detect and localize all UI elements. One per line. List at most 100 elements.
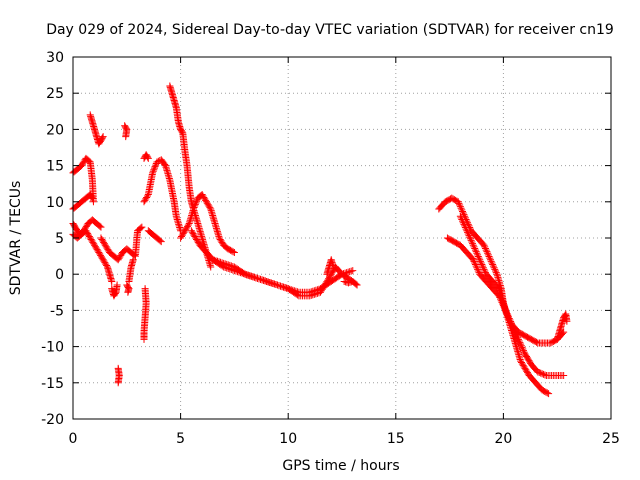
data-point	[156, 237, 164, 245]
data-point	[90, 240, 98, 248]
y-tick-label: -15	[41, 376, 64, 392]
data-point	[463, 227, 471, 235]
x-tick-label: 25	[602, 431, 620, 447]
data-point	[194, 238, 202, 246]
data-point	[479, 264, 487, 272]
data-point	[280, 283, 288, 291]
data-point	[466, 235, 474, 243]
data-point	[537, 369, 545, 377]
data-point	[479, 262, 487, 270]
data-point	[142, 195, 150, 203]
data-point	[101, 241, 109, 249]
data-point	[352, 280, 360, 288]
data-point	[177, 234, 185, 242]
data-point	[267, 279, 275, 287]
data-point	[93, 246, 101, 254]
data-point	[249, 273, 257, 281]
data-point	[218, 238, 226, 246]
data-point	[482, 246, 490, 254]
data-point	[193, 237, 201, 245]
data-point	[98, 254, 106, 262]
data-point	[124, 288, 132, 296]
data-point	[143, 192, 151, 200]
y-tick-label: 5	[55, 231, 64, 247]
data-point	[104, 246, 112, 254]
data-point	[201, 195, 209, 203]
data-point	[504, 311, 512, 319]
data-point	[224, 261, 232, 269]
data-point	[316, 288, 324, 296]
data-point	[457, 214, 465, 222]
data-point	[467, 236, 475, 244]
data-point	[476, 256, 484, 264]
x-tick-label: 0	[69, 431, 78, 447]
data-point	[253, 274, 261, 282]
data-point	[349, 267, 357, 275]
data-point	[457, 204, 465, 212]
data-point	[140, 335, 148, 343]
data-point	[519, 361, 527, 369]
data-point	[312, 290, 320, 298]
data-point	[266, 278, 274, 286]
data-point	[474, 253, 482, 261]
data-point	[198, 191, 206, 199]
data-point	[216, 235, 224, 243]
data-points	[69, 82, 571, 398]
data-point	[462, 225, 470, 233]
data-point	[190, 205, 198, 213]
data-point	[473, 264, 481, 272]
x-axis-title: GPS time / hours	[282, 458, 399, 474]
data-point	[486, 256, 494, 264]
data-point	[323, 278, 331, 286]
data-point	[91, 243, 99, 251]
data-point	[309, 291, 317, 299]
data-point	[488, 259, 496, 267]
data-point	[193, 235, 201, 243]
data-point	[243, 271, 251, 279]
data-point	[464, 228, 472, 236]
data-point	[519, 347, 527, 355]
data-point	[191, 233, 199, 241]
data-point	[545, 390, 553, 398]
data-point	[346, 268, 354, 276]
data-point	[458, 206, 466, 214]
data-point	[272, 281, 280, 289]
data-point	[103, 262, 111, 270]
y-tick-label: 0	[55, 267, 64, 283]
data-point	[98, 134, 106, 142]
data-point	[178, 128, 186, 136]
data-point	[192, 199, 200, 207]
data-point	[190, 203, 198, 211]
data-point	[471, 261, 479, 269]
data-point	[523, 367, 531, 375]
data-point	[515, 337, 523, 345]
data-point	[150, 166, 158, 174]
data-point	[317, 287, 325, 295]
data-point	[319, 284, 327, 292]
data-point	[468, 238, 476, 246]
data-point	[456, 201, 464, 209]
data-point	[492, 269, 500, 277]
x-tick-label: 5	[176, 431, 185, 447]
data-point	[100, 238, 108, 246]
data-point	[476, 257, 484, 265]
data-point	[492, 267, 500, 275]
chart-title: Day 029 of 2024, Sidereal Day-to-day VTE…	[46, 22, 614, 38]
data-point	[458, 215, 466, 223]
data-point	[456, 203, 464, 211]
data-point	[83, 228, 91, 236]
data-point	[454, 198, 462, 206]
data-point	[460, 211, 468, 219]
data-point	[541, 371, 549, 379]
data-point	[252, 274, 260, 282]
data-point	[270, 280, 278, 288]
data-point	[212, 257, 220, 265]
data-point	[213, 257, 221, 265]
data-point	[190, 231, 198, 239]
data-point	[507, 318, 515, 326]
data-point	[258, 276, 266, 284]
data-point	[100, 240, 108, 248]
data-point	[506, 316, 514, 324]
data-point	[143, 193, 151, 201]
data-point	[294, 291, 302, 299]
